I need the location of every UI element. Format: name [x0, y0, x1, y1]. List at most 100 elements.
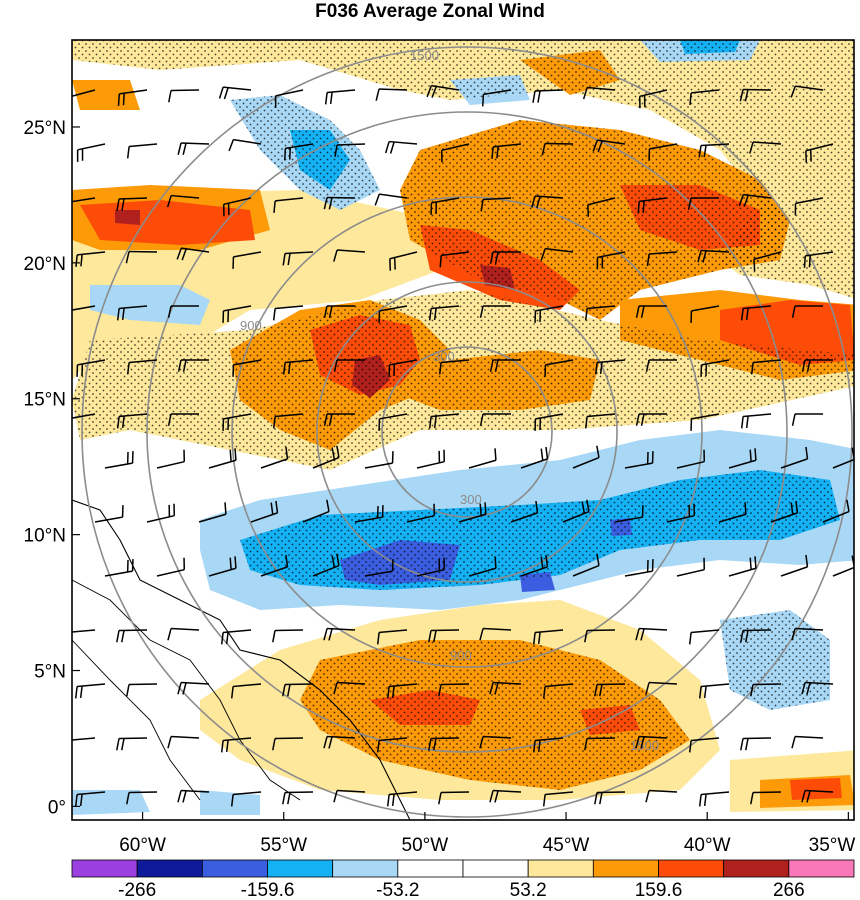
- colorbar-swatch: [462, 859, 529, 878]
- wind-barb: [416, 449, 446, 469]
- wind-barb: [232, 359, 262, 377]
- ring-label-middle-south: 900: [450, 648, 472, 663]
- wind-barb: [167, 413, 199, 426]
- wind-barbs: [72, 84, 854, 807]
- wind-barb: [323, 735, 356, 749]
- wind-barb: [116, 737, 148, 751]
- wind-barb: [302, 499, 330, 523]
- wind-barb: [482, 89, 512, 107]
- wind-barb: [386, 791, 418, 807]
- colorbar-swatch: [267, 859, 334, 878]
- wind-barb: [803, 251, 834, 268]
- wind-barb: [638, 89, 668, 109]
- x-tick-label: 35°W: [809, 835, 856, 856]
- colorbar-swatch: [723, 859, 790, 878]
- wind-barb: [333, 681, 366, 695]
- wind-barb: [532, 89, 564, 103]
- x-tick-label: 45°W: [543, 835, 590, 856]
- wind-barb: [520, 446, 549, 469]
- wind-barb: [222, 413, 252, 431]
- wind-barb: [156, 449, 186, 469]
- wind-barb: [428, 629, 460, 643]
- wind-barb: [594, 683, 626, 697]
- wind-barb: [645, 681, 678, 695]
- wind-barb: [177, 359, 209, 372]
- wind-barb: [646, 251, 678, 266]
- shaded-fields: [72, 40, 854, 820]
- wind-barb: [222, 197, 252, 217]
- wind-barb: [272, 413, 304, 429]
- wind-barb: [116, 305, 148, 321]
- wind-barb: [416, 557, 446, 577]
- ring-label-inner: 300: [433, 349, 455, 364]
- colorbar-swatch: [201, 859, 268, 878]
- wind-barb: [378, 305, 408, 323]
- wind-barb: [750, 359, 782, 375]
- wind-barb: [584, 737, 616, 751]
- wind-barb: [584, 629, 616, 643]
- wind-barb: [532, 737, 564, 753]
- wind-barb: [388, 359, 418, 377]
- wind-barb: [697, 249, 730, 263]
- ring-label-middle: 900: [240, 318, 262, 333]
- wind-barb: [572, 445, 600, 469]
- wind-barb: [687, 197, 719, 210]
- wind-barb: [439, 251, 470, 268]
- wind-barb: [126, 143, 158, 159]
- colorbar-label: 159.6: [635, 880, 683, 900]
- wind-barb: [168, 89, 200, 103]
- wind-barb: [740, 737, 772, 751]
- wind-barb: [688, 629, 720, 645]
- wind-barb: [479, 627, 512, 641]
- x-tick-label: 60°W: [119, 835, 166, 856]
- wind-barb: [282, 359, 314, 375]
- wind-barb: [542, 791, 574, 807]
- x-tick-label: 50°W: [402, 835, 449, 856]
- wind-barb: [104, 559, 134, 577]
- wind-barb: [220, 629, 252, 645]
- wind-barb: [438, 791, 470, 805]
- wind-barb: [480, 197, 512, 212]
- wind-barb: [126, 359, 158, 375]
- wind-barb: [428, 737, 460, 751]
- wind-barb: [364, 451, 394, 469]
- colorbar-swatch: [658, 859, 725, 878]
- range-rings: [81, 46, 853, 818]
- wind-barb: [690, 413, 720, 431]
- wind-barb: [376, 737, 408, 753]
- wind-barb: [624, 451, 654, 469]
- wind-barb: [645, 359, 677, 372]
- wind-barb: [74, 791, 106, 807]
- wind-barb: [801, 681, 834, 695]
- wind-barb: [587, 197, 616, 217]
- wind-barb: [700, 359, 730, 377]
- wind-barb: [76, 143, 106, 162]
- wind-barb: [146, 503, 176, 523]
- ring-label-inner-south: 300: [460, 492, 482, 507]
- wind-barb: [698, 791, 730, 807]
- wind-barb: [438, 683, 470, 697]
- wind-barb: [666, 503, 696, 523]
- colorbar-label: 53.2: [510, 880, 547, 900]
- wind-barb: [718, 502, 747, 523]
- ring-label-outer-south: 1500: [630, 738, 659, 753]
- wind-barb: [479, 413, 511, 426]
- wind-barb: [76, 359, 106, 377]
- wind-barb: [232, 251, 262, 269]
- wind-barb: [428, 413, 460, 429]
- wind-barb: [333, 789, 366, 803]
- wind-barb: [750, 791, 782, 805]
- wind-barb: [116, 629, 148, 643]
- wind-barb: [323, 627, 356, 641]
- wind-barb: [333, 359, 365, 372]
- wind-barb: [116, 197, 148, 211]
- wind-barb: [167, 735, 200, 749]
- wind-barb: [406, 503, 436, 523]
- wind-barb: [534, 413, 564, 431]
- wind-barb: [479, 305, 511, 318]
- colorbar-swatch: [397, 859, 464, 878]
- wind-barb: [230, 791, 262, 807]
- y-tick-label: 25°N: [24, 118, 66, 139]
- wind-barb: [273, 197, 304, 213]
- wind-barb: [468, 556, 497, 577]
